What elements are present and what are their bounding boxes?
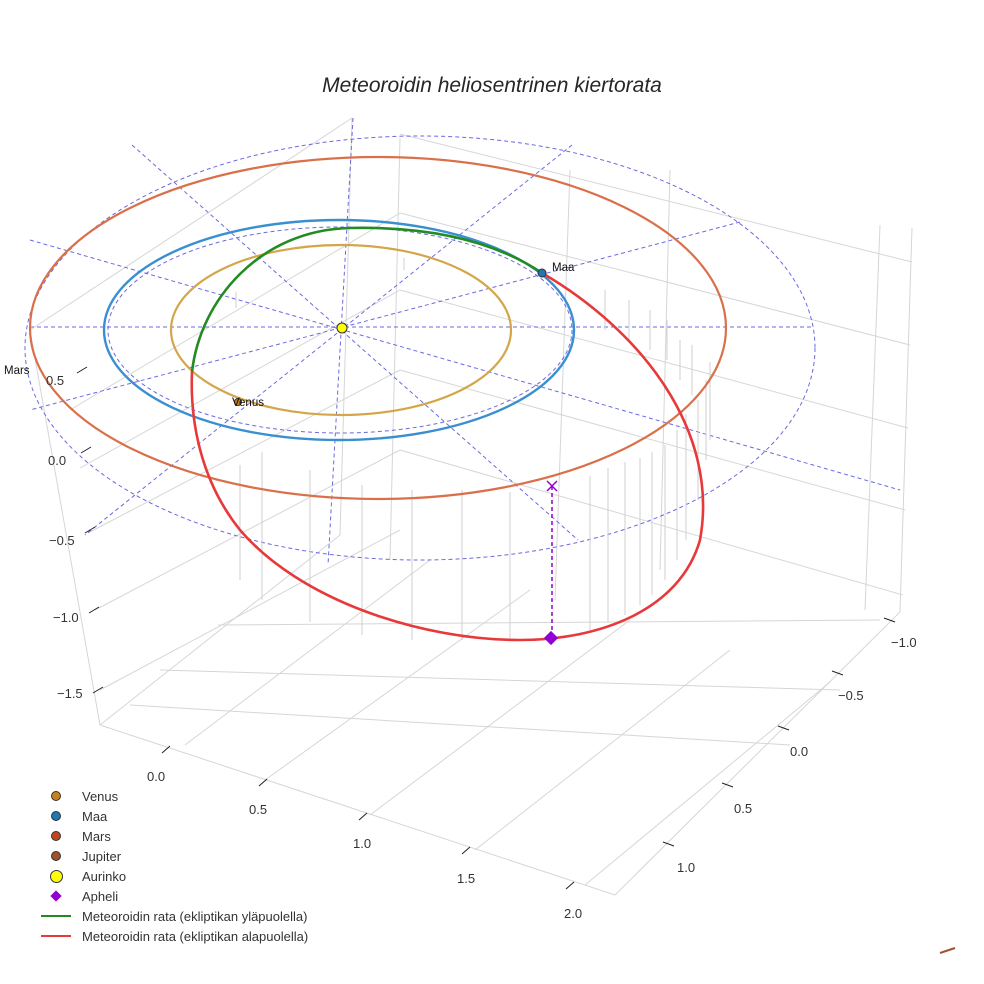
diamond-icon <box>50 890 62 902</box>
legend-item-apheli: Apheli <box>38 886 308 906</box>
chart-title: Meteoroidin heliosentrinen kiertorata <box>322 74 662 97</box>
y-tick: 0.0 <box>790 744 808 759</box>
x-tick: 0.0 <box>147 769 165 784</box>
legend-item-aurinko: Aurinko <box>38 866 308 886</box>
green-line-icon <box>41 915 71 917</box>
jupiter-orbit-fragment <box>939 947 956 954</box>
sun-marker <box>336 322 348 334</box>
z-axis <box>76 366 104 694</box>
y-tick: 0.5 <box>734 801 752 816</box>
z-tick: 0.5 <box>46 373 64 388</box>
x-tick: 1.5 <box>457 871 475 886</box>
venus-label: Venus <box>232 397 264 409</box>
mars-label: Mars <box>4 365 30 377</box>
sun-icon <box>49 869 63 883</box>
x-axis <box>161 745 575 890</box>
z-tick: −0.5 <box>49 533 75 548</box>
y-tick: 1.0 <box>677 860 695 875</box>
y-tick: −0.5 <box>838 688 864 703</box>
apheli-marker <box>543 630 559 646</box>
legend-item-mars: Mars <box>38 826 308 846</box>
meteoroid-orbit-above <box>190 226 543 373</box>
z-tick: 0.0 <box>48 453 66 468</box>
z-tick: −1.5 <box>57 686 83 701</box>
axis-grid <box>29 117 913 896</box>
mars-orbit <box>28 155 728 501</box>
drop-lines <box>235 258 711 640</box>
mars-dot-icon <box>51 831 61 841</box>
earth-orbit <box>102 218 576 442</box>
earth-marker <box>537 268 547 278</box>
y-axis <box>662 617 896 847</box>
legend-item-orbit-above: Meteoroidin rata (ekliptikan yläpuolella… <box>38 906 308 926</box>
legend: Venus Maa Mars Jupiter Aurinko Apheli Me… <box>38 786 308 946</box>
x-tick: 0.5 <box>249 802 267 817</box>
apheli-projection-marker <box>546 480 558 492</box>
earth-dot-icon <box>51 811 61 821</box>
z-tick: −1.0 <box>53 610 79 625</box>
legend-item-jupiter: Jupiter <box>38 846 308 866</box>
earth-label: Maa <box>552 262 575 274</box>
meteoroid-orbit-below <box>190 271 705 642</box>
venus-marker <box>234 398 242 406</box>
x-tick: 1.0 <box>353 836 371 851</box>
jupiter-dot-icon <box>51 851 61 861</box>
venus-orbit <box>169 243 513 417</box>
y-tick: −1.0 <box>891 635 917 650</box>
x-tick: 2.0 <box>564 906 582 921</box>
legend-item-orbit-below: Meteoroidin rata (ekliptikan alapuolella… <box>38 926 308 946</box>
legend-item-venus: Venus <box>38 786 308 806</box>
red-line-icon <box>41 935 71 937</box>
ecliptic-grid <box>24 117 901 566</box>
legend-item-maa: Maa <box>38 806 308 826</box>
venus-dot-icon <box>51 791 61 801</box>
